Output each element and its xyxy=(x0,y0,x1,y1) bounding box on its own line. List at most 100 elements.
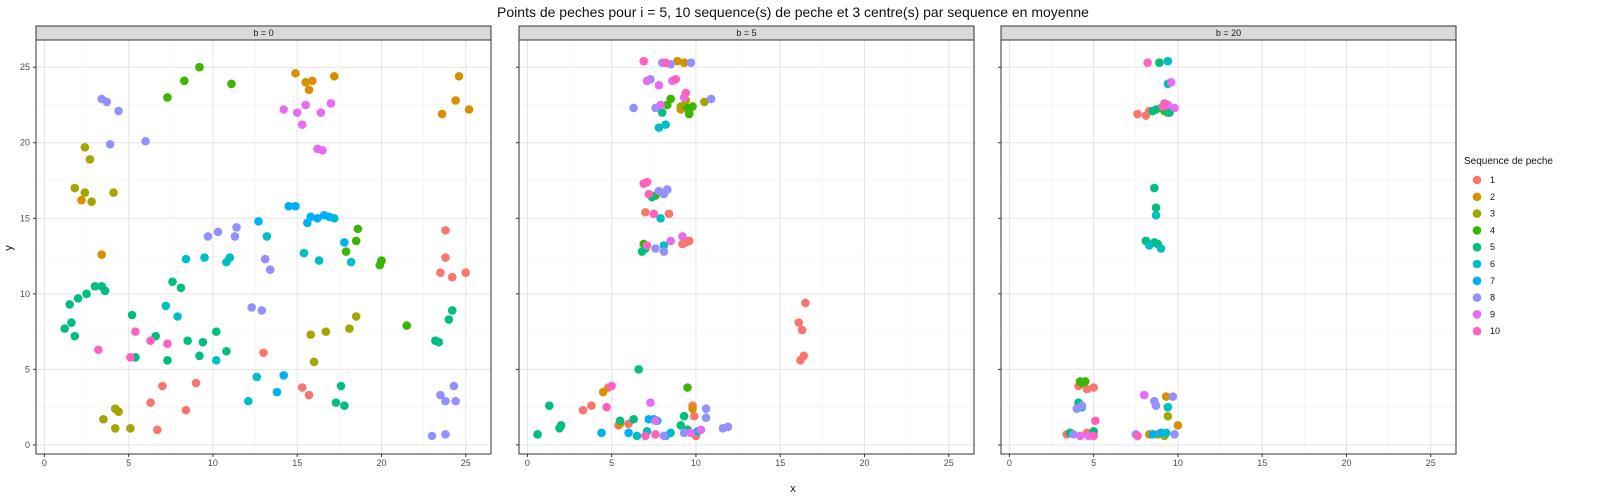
legend-key xyxy=(1472,242,1482,252)
data-point xyxy=(657,108,667,117)
data-point xyxy=(1133,109,1142,119)
y-tick-label: 20 xyxy=(20,138,30,148)
legend: Sequence de peche 1 2 3 4 5 6 7 8 9 10 xyxy=(1464,156,1553,336)
plot-background xyxy=(1001,40,1456,454)
legend-key xyxy=(1472,310,1482,319)
data-point xyxy=(313,213,322,223)
legend-item: 3 xyxy=(1472,209,1495,219)
y-tick-label: 10 xyxy=(20,289,30,299)
series-1 xyxy=(146,226,471,435)
data-point xyxy=(340,238,349,247)
data-point xyxy=(642,76,652,86)
data-point xyxy=(176,283,186,293)
data-point xyxy=(163,356,172,365)
data-point xyxy=(126,352,135,362)
data-point xyxy=(676,102,686,111)
data-point xyxy=(65,300,75,309)
data-point xyxy=(686,428,696,438)
facet-panel: b = 0 0 5 10 15 20 25 0 5 10 15 20 25 xyxy=(20,25,492,468)
facet-strip-label: b = 0 xyxy=(253,28,273,38)
data-point xyxy=(700,97,709,107)
data-point xyxy=(102,97,112,107)
data-point xyxy=(67,318,76,327)
data-point xyxy=(683,383,692,392)
legend-label: 5 xyxy=(1490,242,1495,252)
data-point xyxy=(666,236,675,246)
data-point xyxy=(651,416,660,426)
panel-border xyxy=(518,39,975,455)
data-point xyxy=(232,223,241,232)
data-point xyxy=(1173,420,1183,430)
data-point xyxy=(127,310,137,320)
data-point xyxy=(696,425,706,435)
data-point xyxy=(297,383,307,392)
x-tick-label: 20 xyxy=(859,458,869,468)
data-point xyxy=(181,254,191,264)
legend-item: 10 xyxy=(1472,326,1500,336)
data-point xyxy=(131,327,140,336)
data-point xyxy=(1077,401,1087,410)
x-tick-label: 20 xyxy=(376,458,386,468)
data-point xyxy=(85,155,95,164)
legend-key xyxy=(1472,276,1482,286)
data-point xyxy=(644,189,654,199)
y-tick-label: 0 xyxy=(25,440,30,450)
data-point xyxy=(292,108,302,117)
data-point xyxy=(659,431,669,441)
data-point xyxy=(436,268,445,277)
data-point xyxy=(181,405,191,415)
data-point xyxy=(109,188,118,197)
data-point xyxy=(191,378,201,388)
data-point xyxy=(641,207,650,217)
legend-label: 2 xyxy=(1490,192,1495,202)
data-point xyxy=(340,401,349,410)
legend-item: 7 xyxy=(1472,276,1495,286)
data-point xyxy=(427,431,437,441)
legend-item: 4 xyxy=(1472,225,1495,235)
data-point xyxy=(377,256,386,265)
data-point xyxy=(227,79,236,89)
x-tick-label: 0 xyxy=(525,458,530,468)
data-point xyxy=(684,109,694,119)
facet-panel: b = 20 0 5 10 15 20 25 xyxy=(998,25,1457,468)
data-point xyxy=(437,109,447,119)
data-point xyxy=(679,58,689,67)
data-point xyxy=(262,232,272,241)
data-point xyxy=(676,420,686,430)
data-point xyxy=(441,253,450,262)
data-point xyxy=(661,58,670,67)
data-point xyxy=(80,142,90,152)
legend-label: 8 xyxy=(1490,293,1495,303)
x-tick-label: 10 xyxy=(208,458,218,468)
legend-item: 6 xyxy=(1472,259,1495,269)
data-point xyxy=(671,74,681,84)
data-point xyxy=(678,232,687,241)
legend-label: 9 xyxy=(1490,309,1495,319)
data-point xyxy=(651,244,660,253)
data-point xyxy=(624,428,633,438)
data-point xyxy=(449,381,459,391)
data-point xyxy=(146,336,155,345)
x-tick-label: 5 xyxy=(126,458,131,468)
data-point xyxy=(706,94,716,104)
data-point xyxy=(309,357,319,367)
x-tick-label: 10 xyxy=(691,458,701,468)
x-tick-label: 25 xyxy=(1426,458,1436,468)
data-point xyxy=(306,212,315,222)
data-point xyxy=(441,226,450,235)
data-point xyxy=(114,407,123,416)
facet-panels: b = 0 0 5 10 15 20 25 0 5 10 15 20 25 b = 5 0 5 10 15 20 25… xyxy=(20,25,1457,468)
data-point xyxy=(161,301,171,311)
data-point xyxy=(681,88,691,98)
data-point xyxy=(304,85,314,95)
data-point xyxy=(1170,430,1179,439)
data-point xyxy=(346,257,356,267)
data-point xyxy=(351,312,361,321)
data-point xyxy=(444,315,454,324)
series-8 xyxy=(629,58,733,441)
data-point xyxy=(1082,384,1092,394)
data-point xyxy=(1163,411,1173,421)
data-point xyxy=(353,224,363,234)
data-point xyxy=(212,327,221,336)
